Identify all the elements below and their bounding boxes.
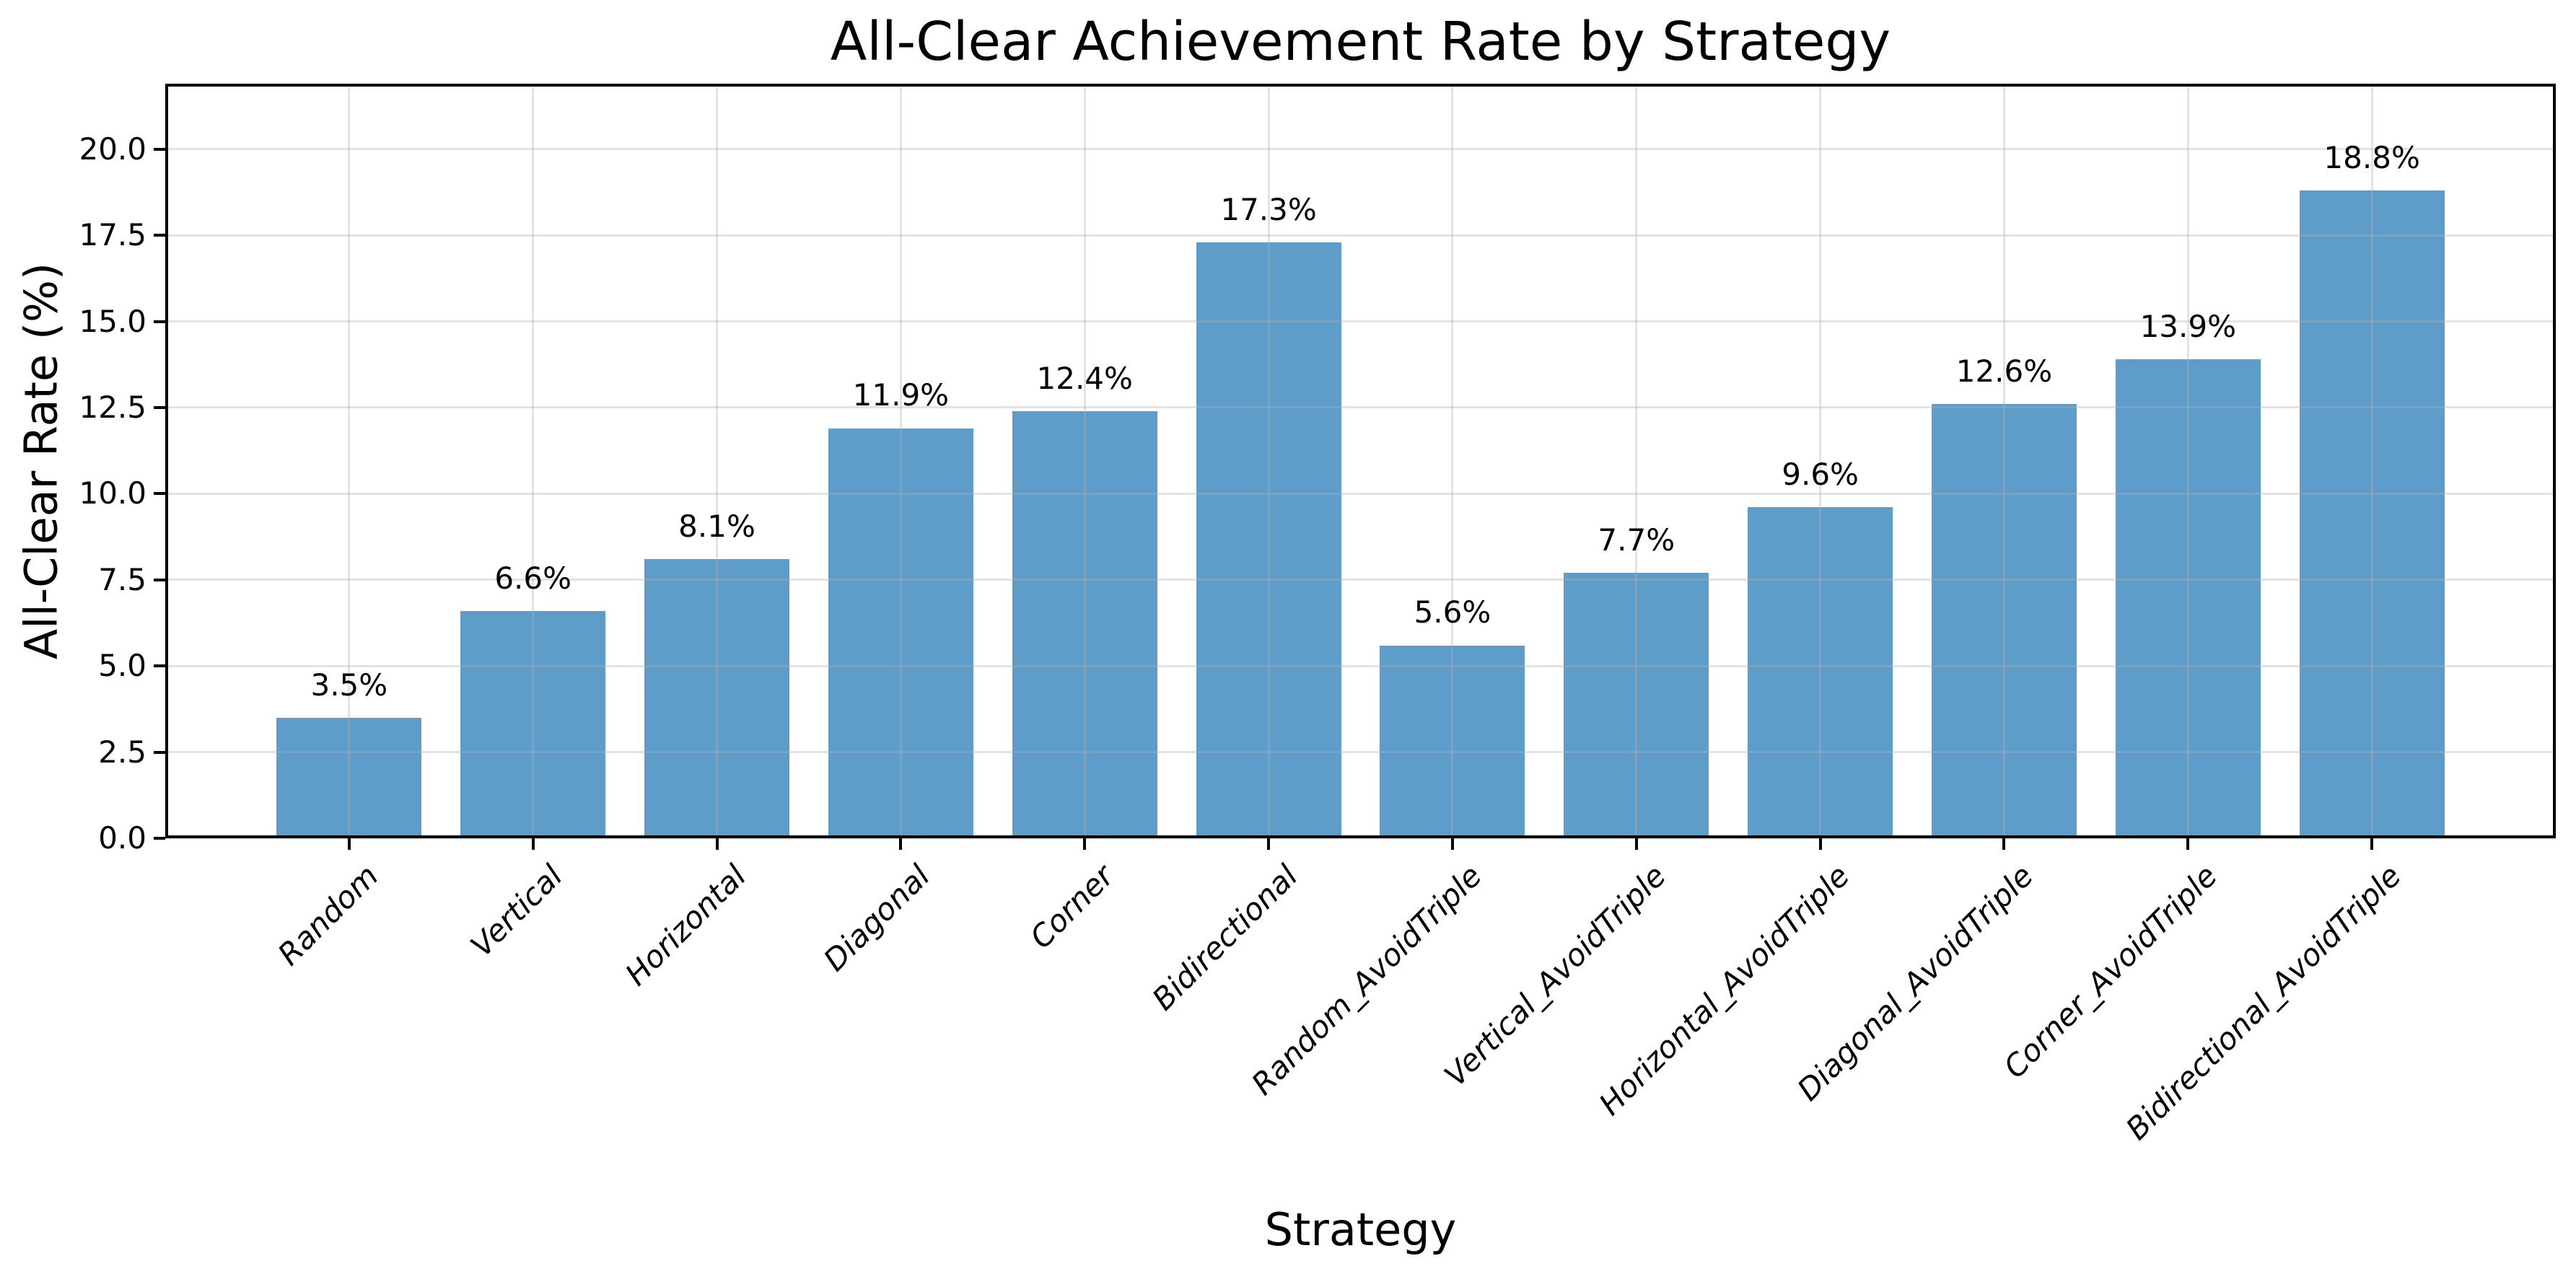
horizontal-gridline <box>165 751 2556 754</box>
y-tick-label: 0.0 <box>98 820 146 856</box>
x-tick-mark <box>2186 838 2190 850</box>
horizontal-gridline <box>165 837 2556 840</box>
bar-value-label: 13.9% <box>2139 308 2237 344</box>
vertical-gridline <box>1267 84 1270 838</box>
bar-value-label: 8.1% <box>678 508 755 544</box>
y-axis-title: All-Clear Rate (%) <box>14 262 68 660</box>
bar-horizontal_avoidtriple <box>1748 507 1893 838</box>
x-tick-label: Diagonal <box>817 858 937 978</box>
x-tick-label: Horizontal <box>618 858 753 993</box>
bar-vertical_avoidtriple <box>1564 573 1709 838</box>
x-tick-mark <box>1634 838 1638 850</box>
bar-value-label: 11.9% <box>852 377 950 413</box>
x-tick-label: Bidirectional <box>1145 858 1305 1017</box>
x-tick-mark <box>1818 838 1822 850</box>
bar-corner_avoidtriple <box>2115 359 2261 838</box>
x-tick-label: Vertical <box>463 858 569 964</box>
bar-random <box>276 717 422 838</box>
x-tick-label: Corner <box>1023 858 1121 956</box>
vertical-gridline <box>1083 84 1086 838</box>
bar-diagonal_avoidtriple <box>1931 404 2077 838</box>
x-tick-mark <box>1450 838 1454 850</box>
y-tick-mark <box>154 320 165 323</box>
vertical-gridline <box>1819 84 1822 838</box>
y-tick-mark <box>154 578 165 581</box>
y-tick-label: 10.0 <box>79 475 146 511</box>
bar-corner <box>1012 410 1157 838</box>
y-tick-mark <box>154 405 165 409</box>
bar-value-label: 5.6% <box>1414 594 1491 631</box>
bar-random_avoidtriple <box>1380 645 1525 838</box>
vertical-gridline <box>2186 84 2189 838</box>
y-tick-mark <box>154 492 165 496</box>
vertical-gridline <box>348 84 351 838</box>
horizontal-gridline <box>165 579 2556 581</box>
x-tick-label: Random <box>271 858 385 972</box>
x-tick-mark <box>1267 838 1271 850</box>
y-tick-mark <box>154 750 165 754</box>
horizontal-gridline <box>165 406 2556 409</box>
x-tick-mark <box>715 838 719 850</box>
bar-bidirectional_avoidtriple <box>2299 190 2445 838</box>
y-tick-label: 12.5 <box>79 389 146 425</box>
x-tick-mark <box>2370 838 2374 850</box>
y-tick-label: 20.0 <box>79 131 146 167</box>
x-tick-mark <box>2002 838 2006 850</box>
bar-value-label: 3.5% <box>310 667 388 703</box>
chart-title: All-Clear Achievement Rate by Strategy <box>830 11 1891 73</box>
horizontal-gridline <box>165 664 2556 667</box>
bar-diagonal <box>828 428 973 838</box>
bar-value-label: 18.8% <box>2323 139 2420 175</box>
y-tick-mark <box>154 837 165 840</box>
bar-value-label: 12.6% <box>1955 353 2053 390</box>
horizontal-gridline <box>165 320 2556 323</box>
y-tick-label: 5.0 <box>98 648 146 684</box>
y-tick-mark <box>154 234 165 237</box>
x-tick-mark <box>1083 838 1087 850</box>
plot-area: 3.5% 6.6% 8.1% 11.9% 12.4% 17.3% 5.6% 7.7% 9.6% 1… <box>165 84 2556 840</box>
vertical-gridline <box>1635 84 1638 838</box>
x-tick-mark <box>531 838 535 850</box>
y-tick-mark <box>154 147 165 151</box>
bar-bidirectional <box>1196 242 1341 838</box>
bar-vertical <box>460 610 606 838</box>
bar-value-label: 17.3% <box>1220 191 1317 227</box>
vertical-gridline <box>716 84 719 838</box>
y-tick-label: 17.5 <box>79 217 146 253</box>
x-axis-title: Strategy <box>1264 1203 1457 1256</box>
vertical-gridline <box>1451 84 1454 838</box>
bar-value-label: 9.6% <box>1782 457 1859 493</box>
x-tick-mark <box>899 838 903 850</box>
y-tick-label: 15.0 <box>79 303 146 339</box>
y-tick-mark <box>154 664 165 668</box>
vertical-gridline <box>532 84 535 838</box>
bar-value-label: 12.4% <box>1036 360 1133 396</box>
horizontal-gridline <box>165 148 2556 151</box>
vertical-gridline <box>899 84 902 838</box>
y-tick-label: 7.5 <box>98 561 146 597</box>
vertical-gridline <box>2370 84 2373 838</box>
bar-horizontal <box>644 559 790 838</box>
horizontal-gridline <box>165 492 2556 495</box>
horizontal-gridline <box>165 234 2556 237</box>
bar-value-label: 7.7% <box>1598 522 1675 558</box>
x-tick-mark <box>347 838 351 850</box>
bar-value-label: 6.6% <box>494 560 572 596</box>
y-tick-label: 2.5 <box>98 734 146 770</box>
vertical-gridline <box>2002 84 2005 838</box>
